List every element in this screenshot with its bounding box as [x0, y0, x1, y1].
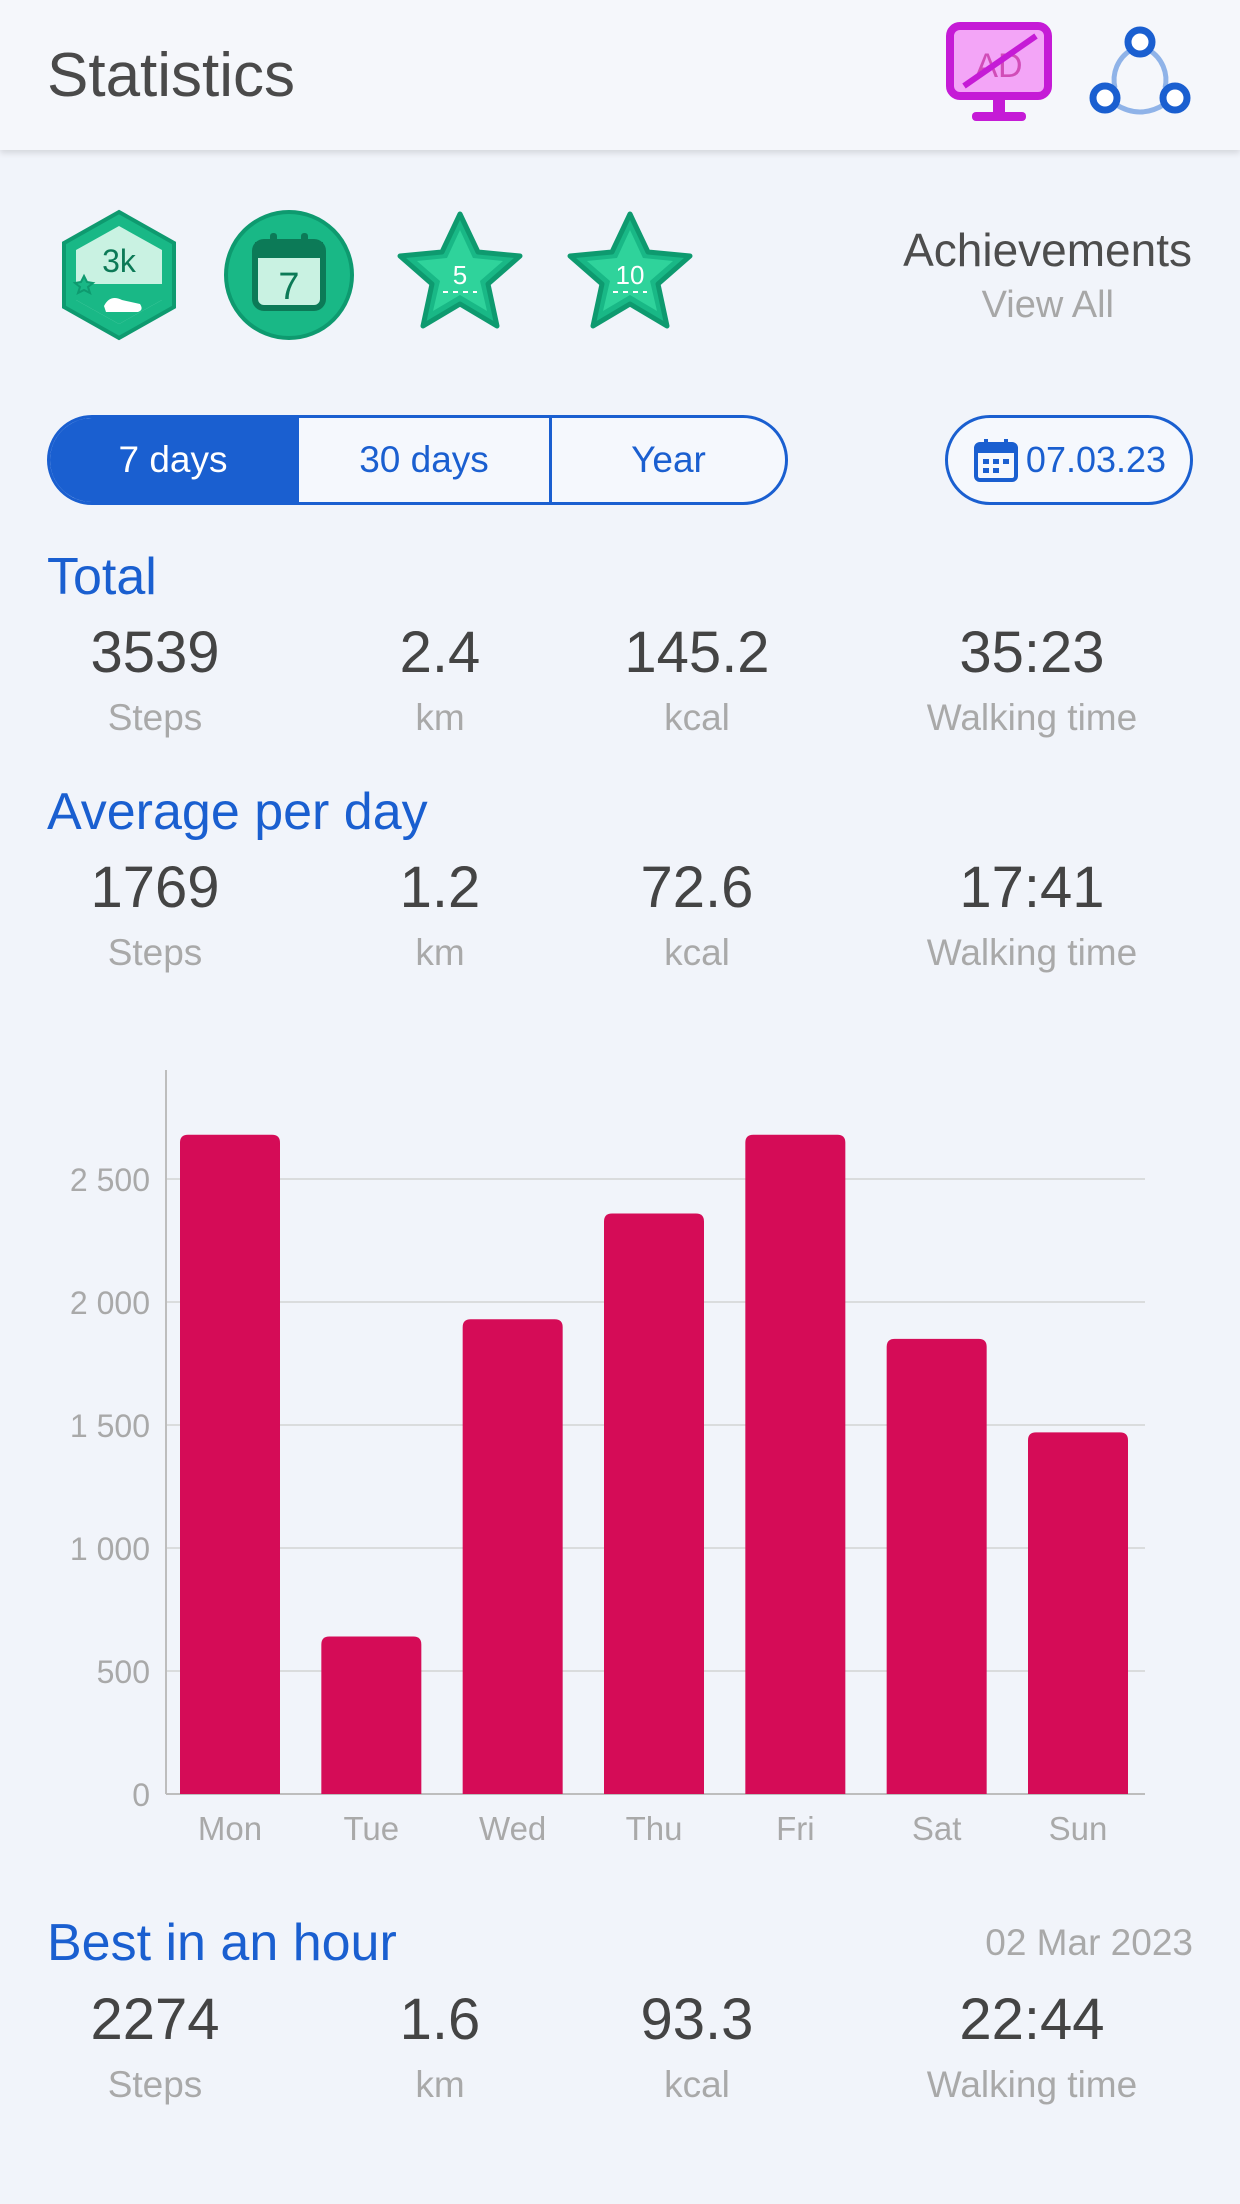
bar-sun[interactable] [1028, 1432, 1128, 1794]
best-title: Best in an hour [47, 1914, 397, 1972]
x-tick-label: Fri [776, 1810, 814, 1847]
bar-thu[interactable] [604, 1213, 704, 1794]
tab-7-days[interactable]: 7 days [50, 418, 296, 502]
share-icon[interactable] [1085, 20, 1195, 130]
star-badge-icon[interactable]: 10 [563, 208, 697, 342]
average-kcal-label: kcal [664, 932, 730, 973]
achievements-title: Achievements [903, 224, 1192, 276]
tab-30-days[interactable]: 30 days [296, 418, 549, 502]
y-tick-label: 1 500 [70, 1408, 150, 1444]
calendar-badge-icon[interactable]: 7 [222, 208, 356, 342]
bar-wed[interactable] [462, 1319, 563, 1794]
x-tick-label: Mon [198, 1810, 262, 1847]
average-steps: 1769 [90, 855, 220, 920]
app-header: Statistics AD [0, 0, 1240, 150]
best-walking-time-label: Walking time [926, 2064, 1138, 2105]
total-steps-label: Steps [107, 697, 203, 738]
average-walking-time: 17:41 [959, 855, 1105, 920]
badge-text: 3k [102, 243, 137, 279]
best-kcal-label: kcal [664, 2064, 730, 2105]
total-walking-time: 35:23 [959, 620, 1105, 685]
best-steps-label: Steps [107, 2064, 203, 2105]
range-selector: 7 days 30 days Year [47, 415, 788, 505]
star-badge-icon[interactable]: 5 [393, 208, 527, 342]
x-tick-label: Sat [912, 1810, 962, 1847]
total-kcal-label: kcal [664, 697, 730, 738]
average-walking-time-label: Walking time [926, 932, 1138, 973]
x-tick-label: Thu [626, 1810, 683, 1847]
badge-text: 7 [278, 266, 299, 308]
page-title: Statistics [47, 41, 296, 110]
bar-tue[interactable] [321, 1636, 422, 1794]
bar-fri[interactable] [745, 1134, 846, 1794]
average-steps-label: Steps [107, 932, 203, 973]
average-kcal: 72.6 [640, 855, 754, 920]
best-steps: 2274 [90, 1987, 220, 2052]
remove-ads-icon[interactable]: AD [944, 20, 1054, 130]
y-tick-label: 500 [97, 1654, 150, 1690]
average-title: Average per day [47, 783, 428, 841]
total-steps: 3539 [90, 620, 220, 685]
y-tick-label: 2 000 [70, 1285, 150, 1321]
tab-year[interactable]: Year [549, 418, 785, 502]
x-tick-label: Tue [344, 1810, 400, 1847]
best-km: 1.6 [399, 1987, 481, 2052]
total-km-label: km [415, 697, 465, 738]
best-km-label: km [415, 2064, 465, 2105]
y-tick-label: 0 [132, 1777, 150, 1813]
steps-badge-icon[interactable]: 3k [52, 208, 186, 342]
badge-text: 5 [453, 260, 467, 290]
x-tick-label: Wed [479, 1810, 546, 1847]
badge-text: 10 [616, 260, 645, 290]
best-walking-time: 22:44 [959, 1987, 1105, 2052]
view-all-link[interactable]: View All [981, 284, 1114, 326]
y-tick-label: 2 500 [70, 1162, 150, 1198]
average-km-label: km [415, 932, 465, 973]
bar-mon[interactable] [180, 1134, 280, 1794]
total-title: Total [47, 548, 157, 606]
best-date: 02 Mar 2023 [985, 1922, 1193, 1963]
bar-sat[interactable] [886, 1338, 987, 1794]
x-tick-label: Sun [1049, 1810, 1108, 1847]
best-kcal: 93.3 [640, 1987, 754, 2052]
y-tick-label: 1 000 [70, 1531, 150, 1567]
selected-date: 07.03.23 [1025, 439, 1167, 480]
total-km: 2.4 [399, 620, 481, 685]
total-walking-time-label: Walking time [926, 697, 1138, 738]
calendar-icon [973, 439, 1018, 482]
total-kcal: 145.2 [624, 620, 770, 685]
steps-bar-chart: 0 500 1 000 1 500 2 000 2 500 Mon Tue Wed Thu Fri S… [70, 1070, 1145, 1847]
date-picker-button[interactable]: 07.03.23 [945, 415, 1193, 505]
average-km: 1.2 [399, 855, 481, 920]
